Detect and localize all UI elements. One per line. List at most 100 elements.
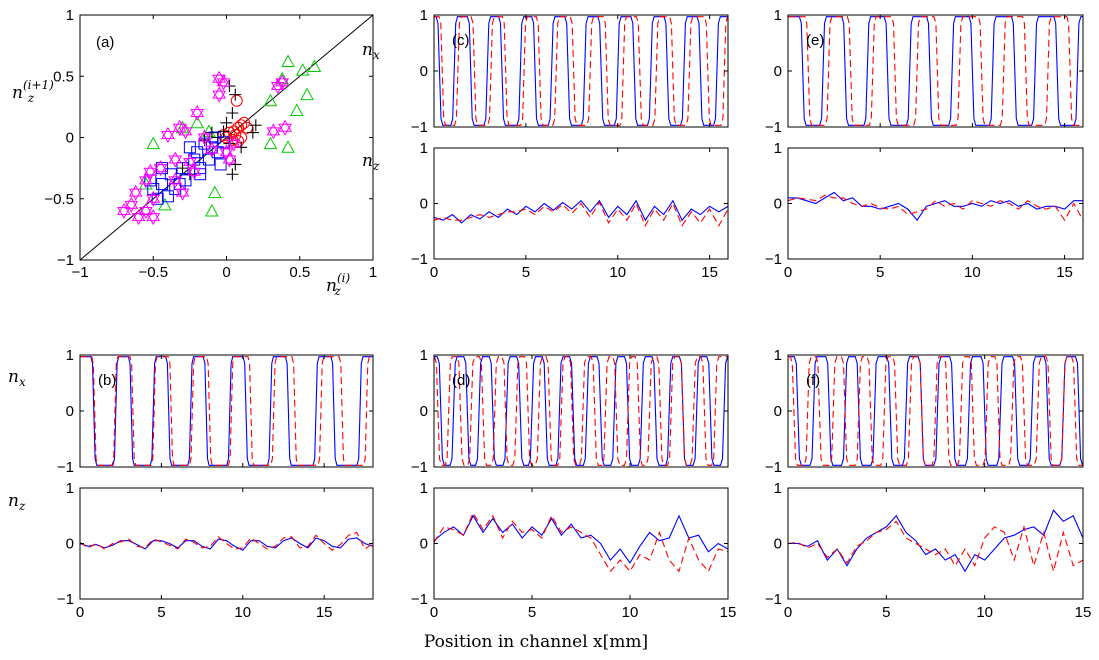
series-line-nz-blue-solid: [788, 509, 1083, 573]
scatter-point-plus: [220, 116, 233, 129]
x-tick-label: 10: [622, 604, 639, 621]
scatter-point-hexagram: [178, 123, 193, 140]
scatter-point-hexagram: [146, 190, 161, 207]
scatter-point-triangle: [300, 87, 314, 101]
scatter-point-plus: [226, 107, 239, 119]
x-tick-label: 0: [222, 264, 230, 281]
scatter-point-square: [208, 131, 221, 144]
x-tick-label: 0: [784, 264, 792, 281]
scatter-point-plus: [205, 126, 218, 139]
y-tick-label: −1: [411, 251, 428, 268]
y-tick-label: 0: [420, 196, 428, 213]
scatter-point-hexagram: [204, 141, 219, 158]
ylabel-nz: nz: [362, 151, 380, 173]
scatter-point-hexagram: [266, 123, 281, 140]
y-tick-label: −1: [57, 252, 74, 269]
panel-frame-nx: [79, 354, 374, 468]
scatter-point-hexagram: [131, 209, 146, 226]
ylabel-nx: nx: [362, 40, 380, 62]
scatter-point-hexagram: [212, 86, 227, 103]
series-line-nz-blue-solid: [434, 199, 728, 224]
scatter-point-square: [191, 146, 204, 159]
x-tick-label: 0: [76, 604, 84, 621]
scatter-point-triangle: [190, 115, 205, 129]
plot-nx-d: [434, 356, 728, 466]
scatter-point-triangle: [307, 59, 322, 72]
panel-label-b: (b): [98, 372, 116, 389]
scatter-point-square: [161, 190, 174, 203]
y-tick-label: 0: [66, 536, 74, 553]
scatter-point-hexagram: [168, 151, 183, 168]
x-tick-label: 5: [876, 264, 884, 281]
y-tick-label: −1: [765, 591, 782, 608]
x-tick-label: 10: [234, 604, 251, 621]
plot-nz-e: [788, 191, 1083, 222]
x-tick-label: 0: [430, 264, 438, 281]
scatter-point-hexagram: [275, 74, 290, 91]
ylabel-nx: nx: [8, 367, 26, 389]
x-tick-label: 15: [701, 264, 718, 281]
series-line-nx-red-dashed: [434, 16, 728, 126]
scatter-point-hexagram: [143, 163, 158, 180]
scatter-point-hexagram: [187, 163, 202, 180]
plot-nx-c: [434, 16, 728, 126]
scatter-point-circle: [235, 119, 248, 132]
scatter-point-square: [202, 153, 215, 166]
series-line-nx-red-dashed: [80, 356, 373, 466]
x-tick-label: 0: [784, 604, 792, 621]
scatter-point-square: [214, 158, 227, 171]
scatter-point-plus: [246, 126, 259, 139]
y-tick-label: −1: [411, 459, 428, 476]
y-tick-label: −1: [765, 459, 782, 476]
series-line-nz-red-dashed: [788, 194, 1083, 222]
series-line-nx-blue-solid: [788, 356, 1083, 466]
scatter-point-hexagram: [161, 127, 175, 144]
scatter-point-hexagram: [226, 135, 241, 152]
y-tick-label: 1: [66, 347, 74, 364]
panel-label-e: (e): [806, 32, 824, 49]
panel-a-ylabel: n(i+1) z: [12, 78, 54, 105]
series-line-nz-blue-solid: [80, 537, 373, 551]
scatter-point-hexagram: [124, 196, 139, 213]
x-tick-label: 10: [609, 264, 626, 281]
scatter-point-plus: [229, 158, 242, 171]
x-tick-label: 5: [528, 604, 536, 621]
y-tick-label: 1: [420, 347, 428, 364]
y-tick-label: 1: [420, 7, 428, 24]
scatter-point-triangle: [146, 136, 161, 150]
y-tick-label: 1: [420, 480, 428, 497]
series-line-nx-blue-solid: [788, 16, 1083, 126]
scatter-point-hexagram: [278, 119, 292, 136]
x-tick-label: 0: [430, 604, 438, 621]
y-tick-label: 1: [66, 7, 74, 24]
series-line-nz-blue-solid: [788, 191, 1083, 222]
scatter-point-hexagram: [197, 129, 212, 146]
y-tick-label: 0: [66, 403, 74, 420]
panel-a-xlabel: n(i) z: [326, 271, 350, 298]
scatter-point-hexagram: [216, 74, 231, 91]
series-line-nx-red-dashed: [434, 356, 728, 466]
scatter-point-hexagram: [128, 184, 143, 201]
x-tick-label: 10: [976, 604, 993, 621]
panel-frame-nz: [433, 487, 729, 600]
y-tick-label: 0: [774, 196, 782, 213]
y-tick-label: 0: [420, 536, 428, 553]
panel-a-plot: [80, 15, 373, 260]
scatter-point-triangle: [263, 93, 278, 107]
series-line-nz-red-dashed: [788, 520, 1083, 572]
scatter-point-square: [198, 137, 211, 150]
y-tick-label: −1: [411, 591, 428, 608]
y-tick-label: 0: [774, 403, 782, 420]
scatter-point-square: [156, 178, 169, 191]
panel-a: −1−1 −0.5 −0.5 0 0 0.5 0.5 1 1 (a): [44, 7, 377, 281]
panel-label-f: (f): [806, 372, 820, 389]
series-line-nz-red-dashed: [80, 531, 373, 551]
scatter-point-plus: [176, 162, 189, 175]
scatter-point-triangle: [207, 185, 222, 199]
